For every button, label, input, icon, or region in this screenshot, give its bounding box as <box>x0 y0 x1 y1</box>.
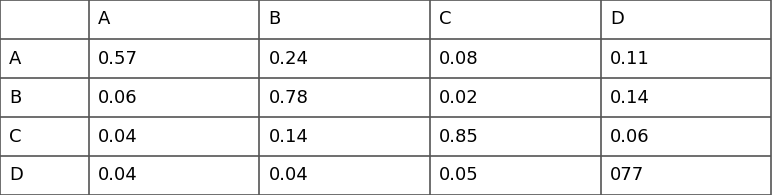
Text: A: A <box>98 11 110 28</box>
Text: D: D <box>610 11 624 28</box>
Text: A: A <box>9 50 22 67</box>
Text: 0.06: 0.06 <box>98 89 137 106</box>
Text: 0.57: 0.57 <box>98 50 138 67</box>
Text: B: B <box>9 89 22 106</box>
Text: D: D <box>9 167 23 184</box>
Text: C: C <box>439 11 452 28</box>
Text: 0.85: 0.85 <box>439 128 479 145</box>
Text: C: C <box>9 128 22 145</box>
Text: 0.04: 0.04 <box>98 128 137 145</box>
Text: 0.24: 0.24 <box>269 50 309 67</box>
Text: 0.02: 0.02 <box>439 89 479 106</box>
Text: 0.08: 0.08 <box>439 50 479 67</box>
Text: B: B <box>269 11 281 28</box>
Text: 0.11: 0.11 <box>610 50 649 67</box>
Text: 0.78: 0.78 <box>269 89 309 106</box>
Text: 077: 077 <box>610 167 644 184</box>
Text: 0.04: 0.04 <box>269 167 308 184</box>
Text: 0.04: 0.04 <box>98 167 137 184</box>
Text: 0.14: 0.14 <box>610 89 650 106</box>
Text: 0.06: 0.06 <box>610 128 649 145</box>
Text: 0.05: 0.05 <box>439 167 479 184</box>
Text: 0.14: 0.14 <box>269 128 309 145</box>
